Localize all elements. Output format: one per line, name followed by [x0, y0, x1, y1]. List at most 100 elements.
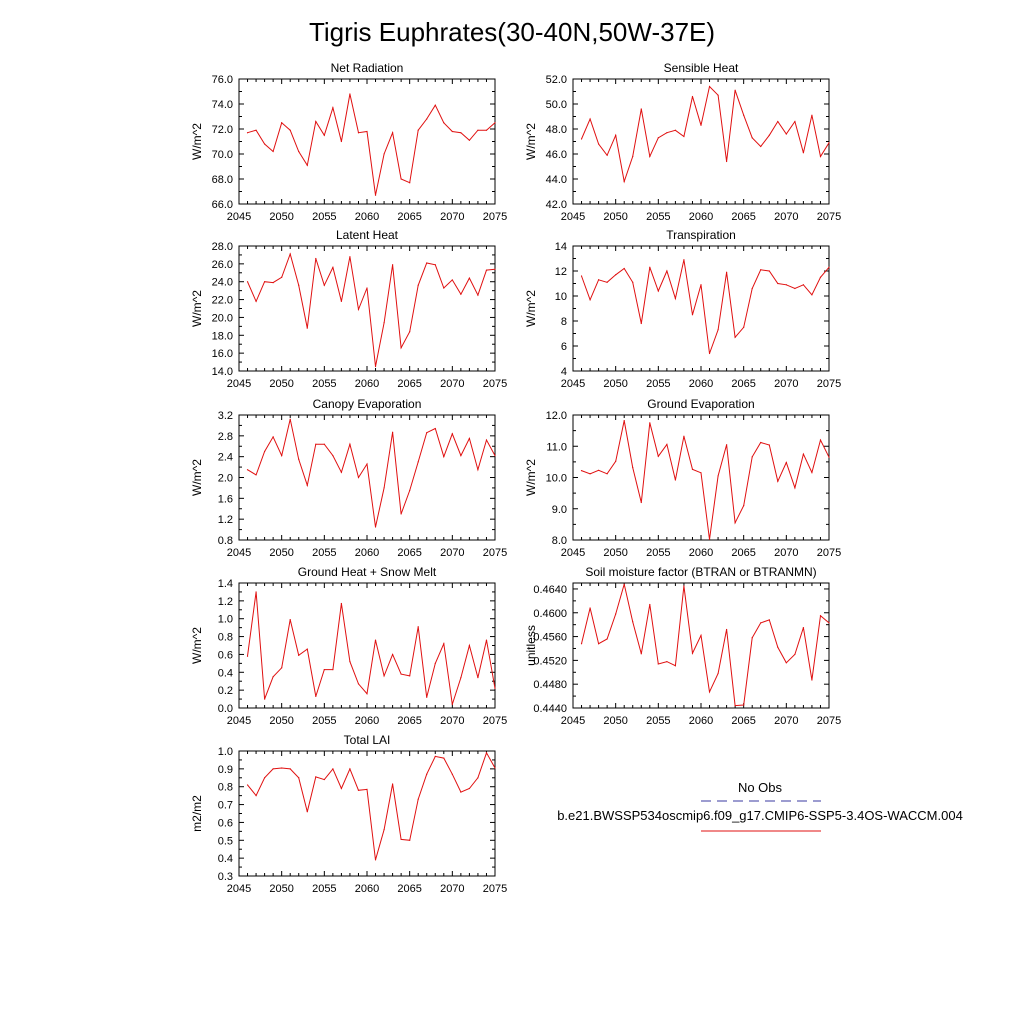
data-point [623, 420, 625, 422]
data-point [366, 788, 368, 790]
x-tick-label: 2065 [731, 211, 755, 223]
data-point [589, 473, 591, 475]
data-point [400, 673, 402, 675]
y-tick-label: 2.4 [218, 452, 233, 464]
data-point [468, 139, 470, 141]
data-point [674, 665, 677, 667]
panel-title: Transpiration [666, 228, 736, 242]
data-point [700, 124, 702, 126]
data-point [785, 662, 787, 664]
data-point [426, 118, 428, 120]
data-point [443, 757, 445, 759]
y-tick-label: 0.4480 [533, 679, 567, 691]
data-point [426, 262, 428, 264]
x-tick-label: 2050 [269, 378, 293, 390]
data-point [289, 253, 291, 255]
y-axis-label: m2/m2 [190, 795, 204, 832]
data-point [598, 469, 600, 471]
data-point [460, 677, 462, 679]
plot-frame [238, 750, 496, 877]
data-point [768, 619, 770, 621]
data-point [640, 322, 642, 325]
x-tick-label: 2060 [355, 883, 379, 895]
x-tick-label: 2055 [646, 547, 670, 559]
data-point [400, 347, 402, 349]
y-axis-label: W/m^2 [524, 123, 538, 160]
series-line-transpiration [581, 259, 830, 354]
x-tick-label: 2070 [774, 378, 798, 390]
x-tick-label: 2045 [561, 211, 585, 223]
data-point [666, 443, 668, 445]
y-tick-label: 1.0 [218, 746, 233, 758]
data-point [349, 443, 351, 445]
data-point [306, 648, 308, 650]
data-point [494, 122, 496, 124]
y-tick-label: 0.0 [218, 703, 233, 715]
y-tick-label: 14.0 [212, 366, 233, 378]
x-tick-label: 2055 [646, 378, 670, 390]
data-point [400, 838, 402, 840]
data-point [734, 705, 736, 707]
x-tick-label: 2070 [774, 211, 798, 223]
x-tick-label: 2045 [227, 378, 251, 390]
data-point [494, 268, 496, 270]
data-point [255, 300, 257, 302]
series-line-sensible-heat [581, 85, 830, 184]
data-point [691, 652, 694, 654]
y-axis-label: W/m^2 [190, 459, 204, 496]
data-point [485, 439, 488, 441]
data-point [392, 783, 394, 785]
y-tick-label: 1.4 [218, 578, 233, 590]
data-point [785, 284, 787, 286]
data-point [315, 443, 317, 445]
x-tick-label: 2050 [269, 547, 293, 559]
data-point [802, 453, 805, 455]
data-point [598, 643, 600, 645]
data-point [374, 859, 377, 861]
data-point [451, 703, 453, 706]
data-point [717, 672, 719, 675]
data-point [674, 297, 677, 300]
data-point [828, 622, 830, 624]
data-point [811, 294, 813, 296]
data-point [726, 271, 728, 273]
data-point [332, 266, 334, 269]
data-point [751, 637, 753, 639]
x-tick-label: 2065 [397, 547, 421, 559]
data-point [494, 687, 496, 689]
y-tick-label: 20.0 [212, 312, 233, 324]
data-point [623, 583, 625, 585]
data-point [494, 767, 496, 769]
data-point [434, 427, 436, 430]
y-tick-label: 9.0 [552, 504, 567, 516]
data-point [417, 129, 419, 131]
x-tick-label: 2075 [817, 715, 841, 727]
data-point [691, 314, 694, 316]
data-point [264, 281, 266, 283]
data-point [734, 336, 736, 338]
panel-title: Latent Heat [336, 228, 399, 242]
plot-frame [572, 414, 830, 541]
data-point [272, 282, 274, 284]
data-point [289, 129, 291, 131]
data-point [246, 281, 249, 283]
y-tick-label: 0.9 [218, 764, 233, 776]
data-point [726, 444, 728, 446]
y-tick-label: 12.0 [546, 410, 567, 422]
data-point [255, 474, 257, 476]
figure-title: Tigris Euphrates(30-40N,50W-37E) [309, 17, 715, 47]
series-line-canopy-evaporation [247, 419, 496, 528]
data-point [674, 479, 677, 481]
y-tick-label: 22.0 [212, 295, 233, 307]
panel-title: Sensible Heat [664, 61, 739, 75]
data-point [323, 134, 325, 136]
y-tick-label: 76.0 [212, 74, 233, 86]
data-point [332, 768, 334, 770]
data-point [477, 469, 479, 471]
y-tick-label: 0.8 [218, 632, 233, 644]
panel-sensible-heat: Sensible Heat W/m^2 2045 2050 2055 2060 2065 20… [524, 61, 841, 223]
panel-transpiration: Transpiration W/m^2 2045 2050 2055 2060 2065 20… [524, 228, 841, 390]
data-point [434, 104, 436, 106]
legend-case-label: b.e21.BWSSP534oscmip6.f09_g17.CMIP6-SSP5… [557, 808, 963, 823]
data-point [460, 455, 462, 457]
